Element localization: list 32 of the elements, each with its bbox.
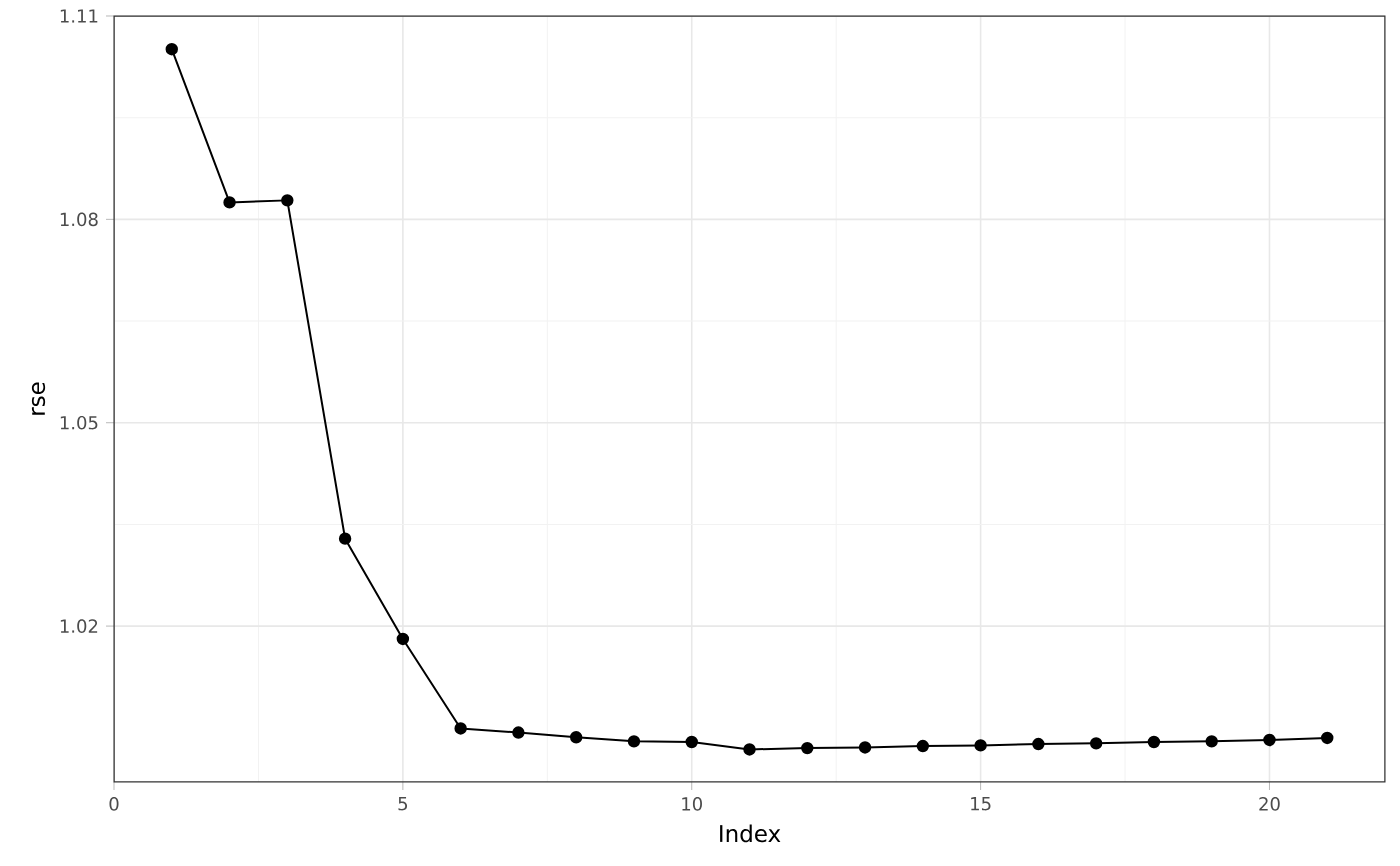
x-axis-title: Index: [720, 824, 781, 843]
point: [974, 739, 987, 752]
x-tick-label: 0: [109, 797, 119, 811]
point: [1263, 733, 1276, 747]
y-tick-label: 1.02: [60, 619, 98, 633]
point: [338, 532, 352, 545]
x-tick-label: 10: [682, 797, 702, 811]
x-tick-label: 5: [398, 797, 408, 811]
point: [512, 726, 525, 739]
point: [627, 735, 641, 748]
point: [1147, 735, 1161, 749]
point: [396, 632, 410, 646]
point: [1089, 737, 1103, 750]
y-axis-title: rse: [31, 382, 46, 415]
point: [858, 741, 872, 754]
point: [454, 722, 467, 735]
x-tick-label: 20: [1259, 797, 1280, 811]
point: [1032, 737, 1045, 751]
y-tick-label: 1.08: [60, 212, 98, 227]
point: [685, 735, 698, 749]
y-tick-label: 1.05: [60, 415, 98, 430]
point: [569, 731, 583, 744]
point: [743, 743, 756, 756]
point: [801, 741, 814, 755]
point: [223, 196, 236, 209]
point: [916, 739, 930, 753]
point: [281, 194, 294, 207]
y-tick-label: 1.11: [60, 9, 98, 23]
x-tick-label: 15: [971, 797, 991, 811]
point: [1321, 731, 1334, 745]
point: [165, 43, 178, 56]
point: [1205, 735, 1218, 748]
